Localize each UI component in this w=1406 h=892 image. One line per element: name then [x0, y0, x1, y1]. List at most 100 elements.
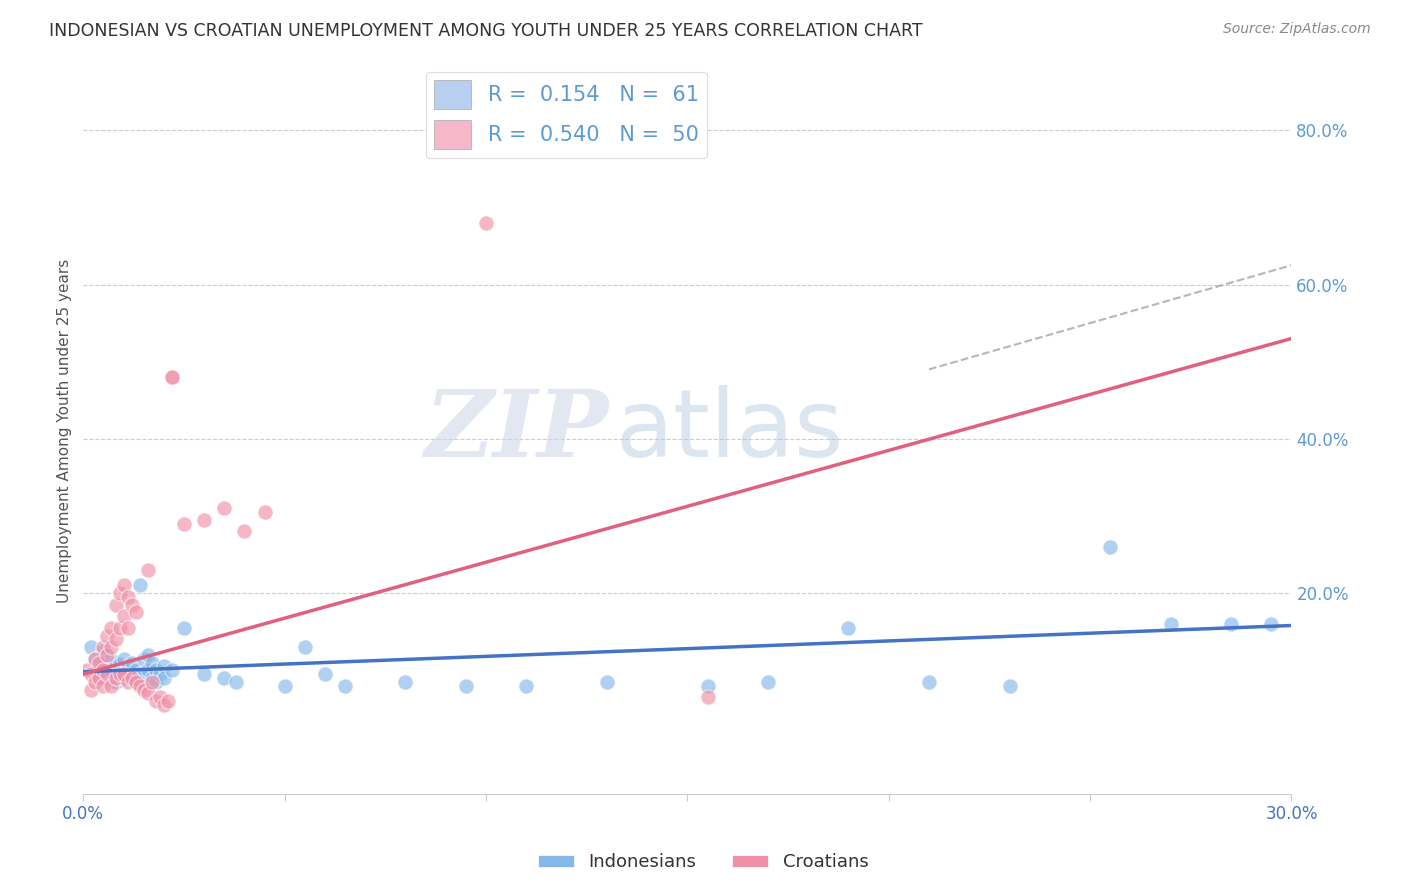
Point	[93, 679, 115, 693]
Point	[108, 657, 131, 671]
Point	[89, 656, 111, 670]
Point	[160, 370, 183, 384]
Point	[233, 524, 256, 539]
Point	[253, 505, 276, 519]
Point	[273, 679, 295, 693]
Point	[96, 648, 118, 662]
Point	[100, 679, 122, 693]
Point	[93, 640, 115, 654]
Point	[756, 674, 779, 689]
Point	[100, 640, 122, 654]
Point	[173, 621, 195, 635]
Text: INDONESIAN VS CROATIAN UNEMPLOYMENT AMONG YOUTH UNDER 25 YEARS CORRELATION CHART: INDONESIAN VS CROATIAN UNEMPLOYMENT AMON…	[49, 22, 922, 40]
Point	[156, 694, 179, 708]
Point	[696, 679, 718, 693]
Point	[124, 663, 146, 677]
Point	[89, 671, 111, 685]
Point	[117, 590, 139, 604]
Point	[1220, 617, 1243, 632]
Point	[212, 671, 235, 685]
Point	[96, 671, 118, 685]
Point	[596, 674, 619, 689]
Point	[112, 578, 135, 592]
Point	[104, 598, 127, 612]
Point	[96, 648, 118, 662]
Text: atlas: atlas	[614, 385, 844, 477]
Point	[314, 667, 336, 681]
Point	[136, 686, 159, 700]
Point	[89, 671, 111, 685]
Text: ZIP: ZIP	[425, 386, 609, 476]
Point	[141, 674, 163, 689]
Point	[475, 216, 498, 230]
Point	[225, 674, 247, 689]
Point	[128, 667, 150, 681]
Point	[193, 667, 215, 681]
Point	[124, 674, 146, 689]
Point	[117, 674, 139, 689]
Point	[117, 667, 139, 681]
Point	[117, 621, 139, 635]
Y-axis label: Unemployment Among Youth under 25 years: Unemployment Among Youth under 25 years	[58, 259, 72, 603]
Point	[84, 674, 107, 689]
Point	[837, 621, 859, 635]
Point	[128, 578, 150, 592]
Point	[96, 663, 118, 677]
Point	[121, 671, 143, 685]
Point	[100, 621, 122, 635]
Legend: Indonesians, Croatians: Indonesians, Croatians	[530, 847, 876, 879]
Point	[149, 667, 172, 681]
Point	[153, 698, 176, 712]
Point	[160, 370, 183, 384]
Point	[153, 671, 176, 685]
Point	[100, 651, 122, 665]
Point	[124, 606, 146, 620]
Point	[333, 679, 356, 693]
Point	[998, 679, 1021, 693]
Point	[89, 663, 111, 677]
Point	[104, 656, 127, 670]
Point	[96, 667, 118, 681]
Point	[132, 651, 155, 665]
Point	[121, 671, 143, 685]
Point	[108, 667, 131, 681]
Point	[696, 690, 718, 705]
Point	[112, 609, 135, 624]
Point	[136, 648, 159, 662]
Point	[132, 682, 155, 697]
Point	[454, 679, 477, 693]
Point	[93, 667, 115, 681]
Point	[1260, 617, 1282, 632]
Point	[141, 671, 163, 685]
Point	[149, 690, 172, 705]
Point	[141, 656, 163, 670]
Point	[1099, 540, 1122, 554]
Point	[1160, 617, 1182, 632]
Point	[80, 682, 103, 697]
Point	[294, 640, 316, 654]
Point	[145, 663, 167, 677]
Point	[128, 679, 150, 693]
Point	[212, 501, 235, 516]
Point	[80, 640, 103, 654]
Point	[515, 679, 537, 693]
Point	[108, 621, 131, 635]
Point	[112, 671, 135, 685]
Point	[93, 644, 115, 658]
Point	[121, 598, 143, 612]
Point	[112, 663, 135, 677]
Point	[104, 671, 127, 685]
Point	[117, 659, 139, 673]
Point	[104, 667, 127, 681]
Point	[145, 694, 167, 708]
Point	[100, 663, 122, 677]
Text: Source: ZipAtlas.com: Source: ZipAtlas.com	[1223, 22, 1371, 37]
Point	[153, 659, 176, 673]
Point	[394, 674, 416, 689]
Point	[136, 663, 159, 677]
Point	[84, 651, 107, 665]
Point	[96, 628, 118, 642]
Point	[121, 656, 143, 670]
Point	[93, 659, 115, 673]
Point	[108, 586, 131, 600]
